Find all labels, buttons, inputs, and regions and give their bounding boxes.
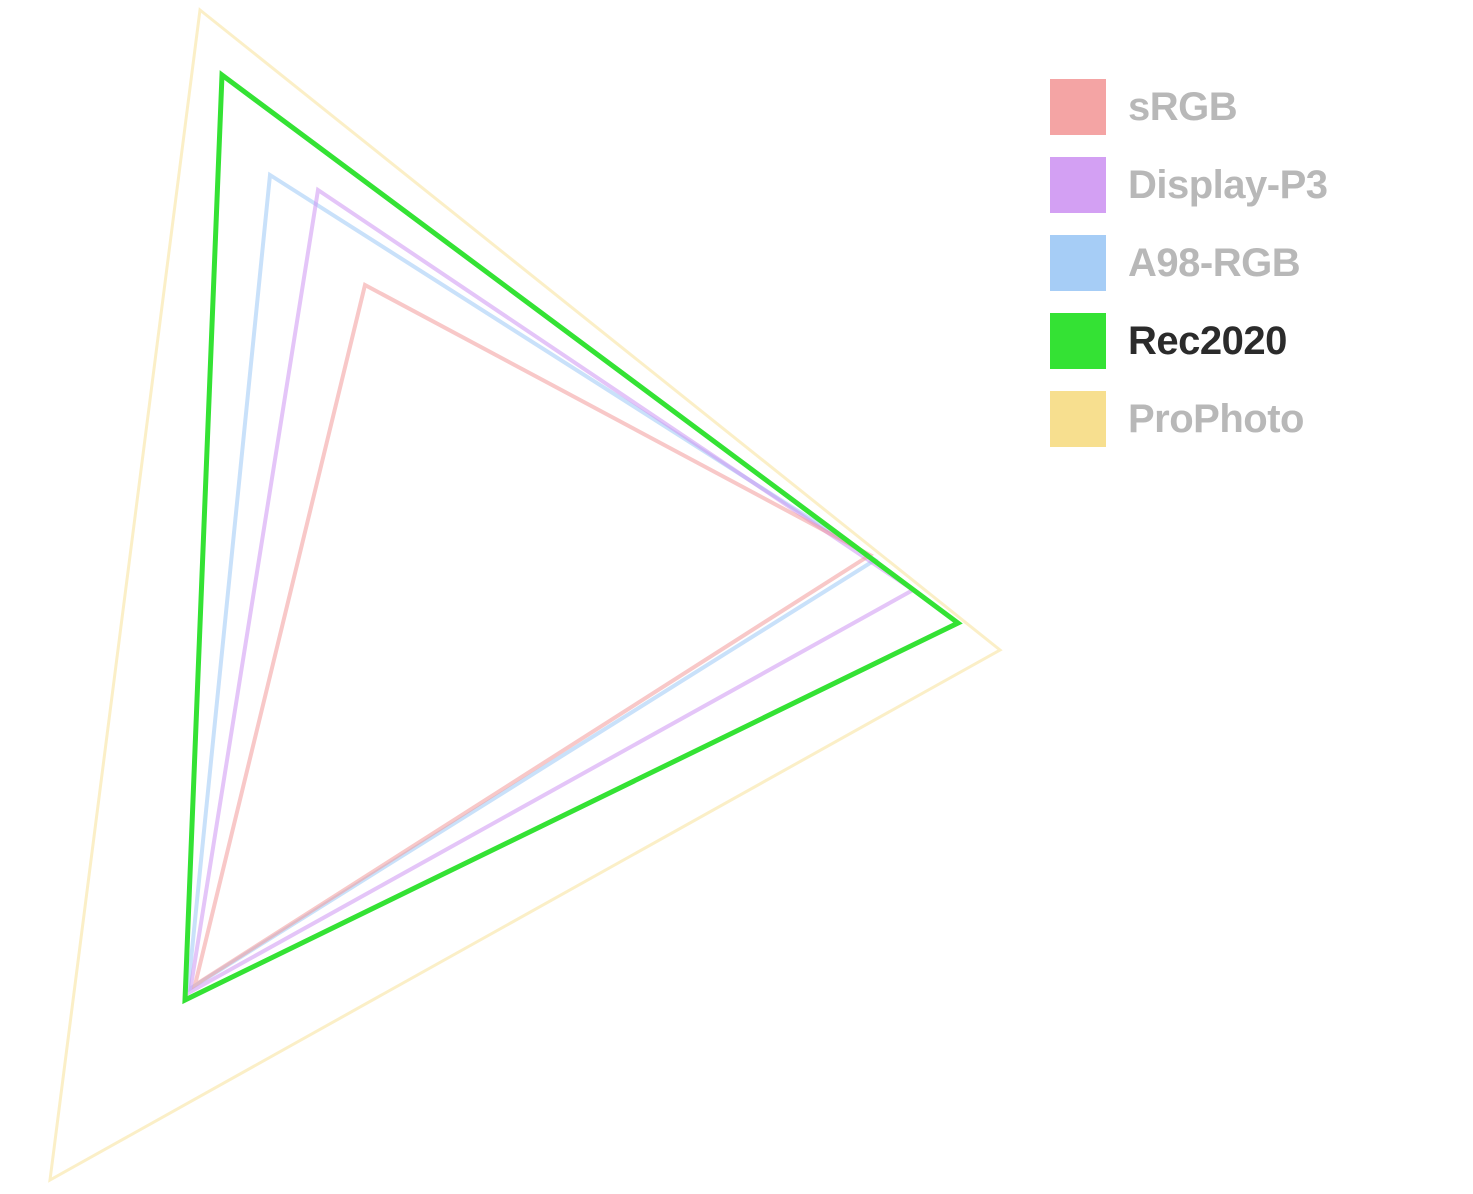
gamut-triangle-displayp3 xyxy=(190,190,913,992)
legend-item-srgb[interactable]: sRGB xyxy=(1050,68,1328,146)
gamut-triangle-srgb xyxy=(195,285,870,985)
legend-item-a98rgb[interactable]: A98-RGB xyxy=(1050,224,1328,302)
legend-swatch-srgb xyxy=(1050,79,1106,135)
legend-swatch-displayp3 xyxy=(1050,157,1106,213)
legend-item-prophoto[interactable]: ProPhoto xyxy=(1050,380,1328,458)
legend-label-rec2020: Rec2020 xyxy=(1128,319,1287,364)
gamut-triangle-prophoto xyxy=(50,10,1000,1180)
legend-label-srgb: sRGB xyxy=(1128,85,1237,130)
legend: sRGB Display-P3 A98-RGB Rec2020 ProPhoto xyxy=(1050,68,1328,458)
legend-label-a98rgb: A98-RGB xyxy=(1128,241,1300,286)
legend-swatch-prophoto xyxy=(1050,391,1106,447)
legend-item-displayp3[interactable]: Display-P3 xyxy=(1050,146,1328,224)
legend-swatch-rec2020 xyxy=(1050,313,1106,369)
legend-item-rec2020[interactable]: Rec2020 xyxy=(1050,302,1328,380)
legend-label-displayp3: Display-P3 xyxy=(1128,163,1328,208)
legend-label-prophoto: ProPhoto xyxy=(1128,397,1304,442)
legend-swatch-a98rgb xyxy=(1050,235,1106,291)
gamut-triangle-rec2020 xyxy=(185,75,958,1000)
